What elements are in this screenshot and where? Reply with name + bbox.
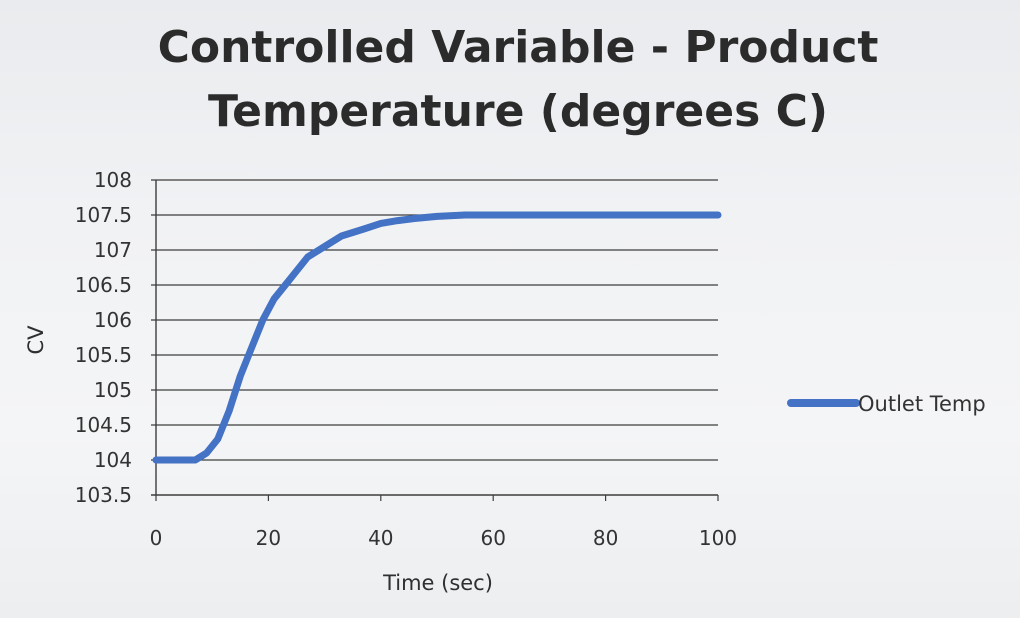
y-tick-label: 106.5 xyxy=(75,273,132,297)
y-tick-label: 106 xyxy=(94,308,132,332)
y-tick-label: 107.5 xyxy=(75,203,132,227)
x-tick-label: 100 xyxy=(699,526,737,550)
x-tick-label: 60 xyxy=(480,526,505,550)
y-tick-label: 108 xyxy=(94,168,132,192)
legend: Outlet Temp xyxy=(787,392,986,416)
y-tick-label: 103.5 xyxy=(75,483,132,507)
x-tick-label: 20 xyxy=(256,526,281,550)
legend-label-outlet-temp: Outlet Temp xyxy=(858,392,986,416)
chart-title-line-2: Temperature (degrees C) xyxy=(208,86,828,137)
axes xyxy=(151,180,719,501)
x-axis-label: Time (sec) xyxy=(382,571,493,595)
chart-title: Controlled Variable - Product Temperatur… xyxy=(158,22,879,137)
y-axis-label: CV xyxy=(24,325,48,355)
chart-title-line-1: Controlled Variable - Product xyxy=(158,22,879,73)
x-tick-label: 40 xyxy=(368,526,393,550)
x-tick-label: 80 xyxy=(593,526,618,550)
gridlines xyxy=(151,179,718,461)
series-line-outlet-temp xyxy=(152,211,722,464)
x-tick-label: 0 xyxy=(150,526,163,550)
y-tick-labels: 108 107.5 107 106.5 106 105.5 105 104.5 104 103.5 xyxy=(75,168,132,507)
y-tick-label: 105.5 xyxy=(75,343,132,367)
series-layer xyxy=(152,211,722,464)
y-tick-label: 104.5 xyxy=(75,413,132,437)
y-tick-label: 105 xyxy=(94,378,132,402)
y-tick-label: 107 xyxy=(94,238,132,262)
x-tick-labels: 0 20 40 60 80 100 xyxy=(150,526,737,550)
y-tick-label: 104 xyxy=(94,448,132,472)
